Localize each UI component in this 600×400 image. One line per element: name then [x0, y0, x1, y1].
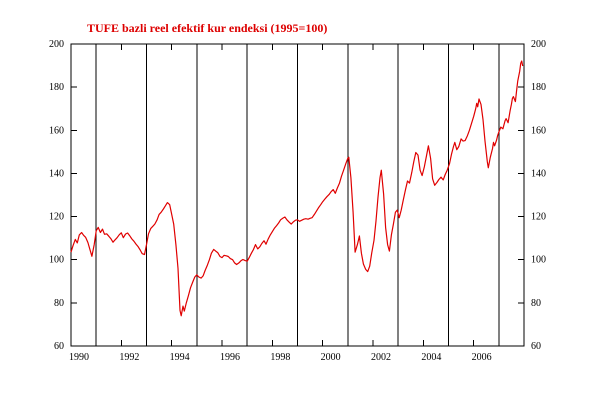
- y-tick-label-left: 60: [54, 341, 64, 352]
- x-tick-label: 2004: [421, 352, 441, 363]
- y-tick-label-left: 120: [49, 212, 64, 223]
- x-tick-label: 2006: [472, 352, 492, 363]
- x-tick-label: 2002: [371, 352, 391, 363]
- data-line-reer-series: [70, 60, 524, 317]
- y-tick-label-left: 100: [49, 255, 64, 266]
- y-tick-label-right: 100: [531, 255, 546, 266]
- y-tick-label-left: 180: [49, 82, 64, 93]
- y-tick-label-right: 120: [531, 212, 546, 223]
- y-tick-label-right: 160: [531, 125, 546, 136]
- y-tick-label-right: 180: [531, 82, 546, 93]
- x-tick-label: 1990: [69, 352, 89, 363]
- y-tick-label-right: 200: [531, 39, 546, 50]
- x-tick-label: 1996: [220, 352, 240, 363]
- x-tick-label: 2000: [321, 352, 341, 363]
- plot-border: [70, 43, 525, 347]
- x-tick-label: 1992: [119, 352, 139, 363]
- y-tick-label-right: 140: [531, 168, 546, 179]
- x-tick-label: 1994: [170, 352, 190, 363]
- y-tick-label-right: 60: [531, 341, 541, 352]
- y-tick-label-left: 80: [54, 298, 64, 309]
- y-tick-label-right: 80: [531, 298, 541, 309]
- y-tick-label-left: 140: [49, 168, 64, 179]
- y-tick-label-left: 160: [49, 125, 64, 136]
- x-tick-label: 1998: [270, 352, 290, 363]
- y-tick-label-left: 200: [49, 39, 64, 50]
- chart-title: TUFE bazli reel efektif kur endeksi (199…: [87, 21, 328, 35]
